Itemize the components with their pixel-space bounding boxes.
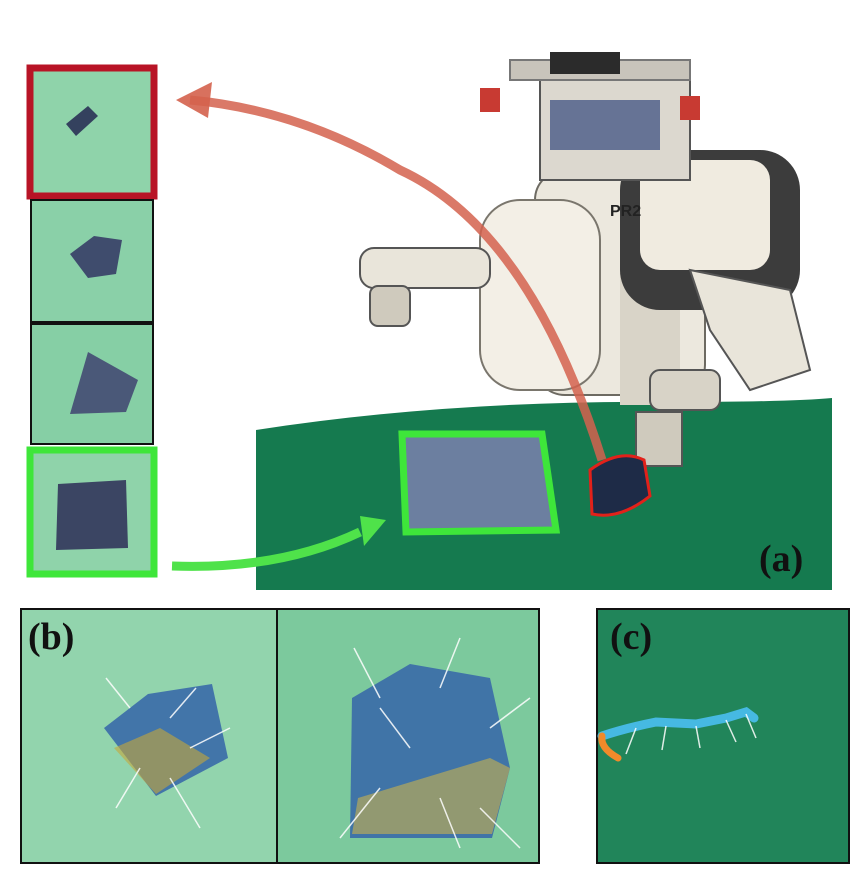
robot-head-label: PR2 xyxy=(610,203,641,220)
cloth-partial-1 xyxy=(70,236,122,278)
panel-label-b: (b) xyxy=(28,616,75,658)
flow-vectors xyxy=(105,637,531,849)
cloth-sequence-svg xyxy=(26,64,158,578)
cloth-partial-2 xyxy=(70,352,138,414)
green-arrow-head xyxy=(360,516,386,546)
green-arrow-path xyxy=(171,527,362,571)
cloth-crumpled-small xyxy=(66,106,98,136)
panel-c-frame xyxy=(596,608,850,864)
cloth-sequence-strip xyxy=(26,64,158,578)
cloth-flat xyxy=(56,480,128,550)
panel-b-svg xyxy=(20,608,540,864)
panel-c xyxy=(596,608,850,864)
rope-trajectory xyxy=(597,707,759,741)
rope-flow-vectors xyxy=(625,713,757,755)
robot-scene-svg: PR2 xyxy=(171,52,832,590)
goal-frame xyxy=(26,446,158,578)
red-arrow-head xyxy=(176,82,212,118)
red-arrow-path xyxy=(189,95,607,462)
start-frame xyxy=(26,64,158,200)
panel-label-a: (a) xyxy=(759,538,804,580)
panel-c-svg xyxy=(596,608,850,864)
pr2-robot xyxy=(359,52,812,467)
robot-scene: PR2 xyxy=(150,30,840,592)
panel-b xyxy=(20,608,540,864)
crumpled-cloth-on-table xyxy=(588,454,652,517)
flattened-cloth-on-table xyxy=(398,430,561,536)
panel-label-c: (c) xyxy=(610,616,653,658)
